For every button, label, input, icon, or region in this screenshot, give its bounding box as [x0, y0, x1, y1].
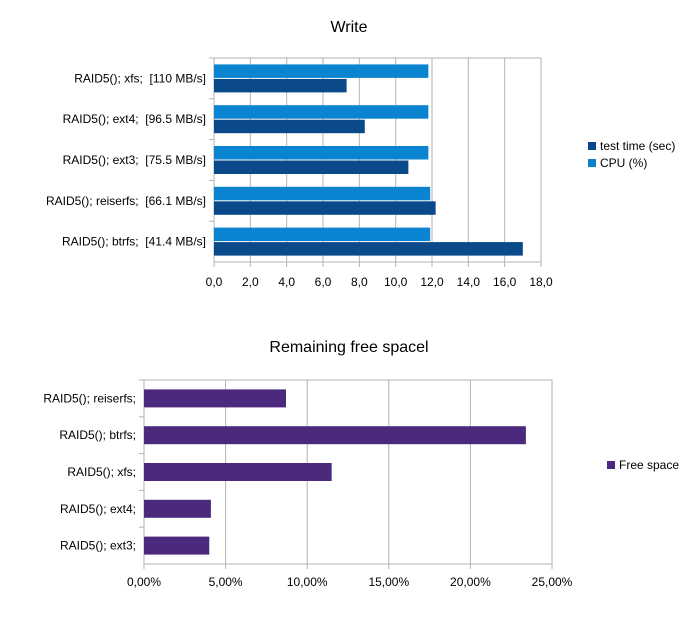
write-tick-label: 16,0 [493, 275, 517, 289]
free-space-category-label: RAID5(); reiserfs; [43, 391, 136, 405]
legend-swatch-cpu [588, 159, 596, 167]
write-bar-cpu [214, 146, 429, 160]
free-space-category-label: RAID5(); ext3; [60, 539, 136, 553]
write-tick-label: 4,0 [278, 275, 295, 289]
write-bar-test-time [214, 119, 365, 134]
write-tick-label: 18,0 [529, 275, 553, 289]
free-space-tick-label: 25,00% [532, 575, 573, 589]
write-tick-label: 12,0 [420, 275, 444, 289]
write-bar-test-time [214, 160, 409, 174]
legend-label-cpu: CPU (%) [600, 156, 647, 170]
write-tick-label: 10,0 [384, 275, 408, 289]
write-bar-cpu [214, 186, 431, 201]
write-bar-cpu [214, 105, 429, 119]
write-tick-label: 8,0 [351, 275, 368, 289]
free-space-bar [144, 463, 332, 481]
free-space-tick-label: 10,00% [287, 575, 328, 589]
free-space-bar [144, 389, 286, 408]
write-bar-cpu [214, 64, 429, 78]
write-plot-frame [213, 57, 542, 263]
free-space-chart-title: Remaining free spacel [269, 339, 428, 356]
free-space-bar [144, 536, 210, 555]
free-space-category-label: RAID5(); xfs; [67, 465, 136, 479]
write-chart: Write RAID5(); xfs; [110 MB/s] RAID5(); e… [46, 19, 675, 289]
write-category-label: RAID5(); ext3; [75.5 MB/s] [63, 153, 206, 167]
write-category-label: RAID5(); xfs; [110 MB/s] [74, 71, 206, 85]
free-space-bar [144, 426, 526, 445]
free-space-tick-label: 5,00% [209, 575, 243, 589]
write-bar-test-time [214, 201, 436, 215]
free-space-chart: Remaining free spacel RAID5(); reiserfs;… [43, 339, 679, 589]
legend-label-test-time: test time (sec) [600, 139, 675, 153]
write-tick-label: 0,0 [206, 275, 223, 289]
write-category-label: RAID5(); ext4; [96.5 MB/s] [63, 112, 206, 126]
write-bar-test-time [214, 242, 523, 256]
write-tick-label: 6,0 [315, 275, 332, 289]
free-space-tick-label: 15,00% [368, 575, 409, 589]
legend-label-free-space: Free space [619, 458, 679, 472]
write-bar-test-time [214, 78, 347, 93]
write-legend: test time (sec) CPU (%) [588, 139, 675, 170]
free-space-tick-label: 20,00% [450, 575, 491, 589]
free-space-tick-label: 0,00% [127, 575, 161, 589]
write-chart-title: Write [330, 19, 367, 36]
write-tick-label: 2,0 [242, 275, 259, 289]
legend-swatch-test-time [588, 142, 596, 150]
write-category-label: RAID5(); btrfs; [41.4 MB/s] [62, 235, 206, 249]
legend-swatch-free-space [607, 461, 615, 469]
write-tick-label: 14,0 [457, 275, 481, 289]
free-space-legend: Free space [607, 458, 679, 472]
free-space-category-label: RAID5(); ext4; [60, 502, 136, 516]
write-category-label: RAID5(); reiserfs; [66.1 MB/s] [46, 194, 206, 208]
free-space-category-label: RAID5(); btrfs; [59, 428, 136, 442]
write-bar-cpu [214, 227, 431, 242]
free-space-bar [144, 499, 211, 518]
